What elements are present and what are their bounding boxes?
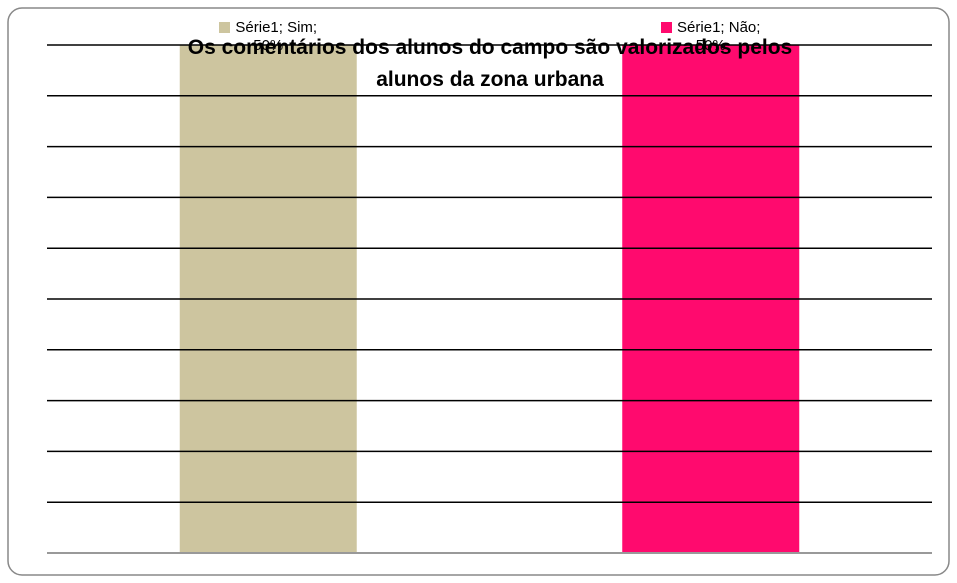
data-label: Série1; Não; 50%: [651, 19, 771, 55]
data-label-text: Série1; Sim; 50%: [235, 19, 318, 54]
legend-key: [219, 22, 231, 33]
legend-key: [661, 22, 673, 33]
data-label: Série1; Sim; 50%: [208, 19, 328, 55]
chart-title: Os comentários dos alunos do campo são v…: [187, 36, 793, 91]
data-label-text: Série1; Não; 50%: [677, 19, 761, 54]
